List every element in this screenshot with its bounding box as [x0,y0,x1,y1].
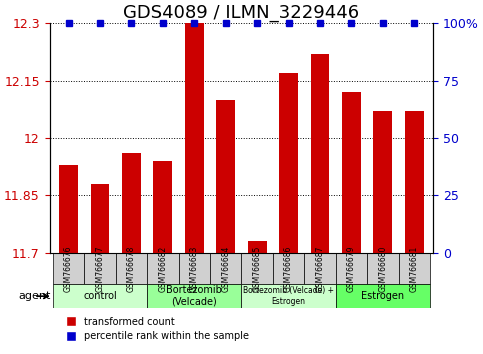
FancyBboxPatch shape [398,253,430,285]
Title: GDS4089 / ILMN_3229446: GDS4089 / ILMN_3229446 [123,4,359,22]
Text: Bortezomib (Velcade) +
Estrogen: Bortezomib (Velcade) + Estrogen [243,286,334,306]
Text: GSM766684: GSM766684 [221,245,230,292]
Bar [342,92,361,253]
Text: control: control [83,291,117,301]
FancyBboxPatch shape [242,253,273,285]
Text: GSM766687: GSM766687 [315,245,325,292]
Bar [122,153,141,253]
Text: agent: agent [18,291,50,301]
Text: Bortezomib
(Velcade): Bortezomib (Velcade) [166,285,222,307]
Text: GSM766680: GSM766680 [378,245,387,292]
Text: GSM766683: GSM766683 [190,245,199,292]
FancyBboxPatch shape [210,253,242,285]
FancyBboxPatch shape [53,285,147,308]
Text: GSM766677: GSM766677 [96,245,104,292]
Text: GSM766681: GSM766681 [410,246,419,292]
Bar [279,73,298,253]
Bar [216,100,235,253]
Bar [373,112,392,253]
Text: GSM766676: GSM766676 [64,245,73,292]
FancyBboxPatch shape [336,285,430,308]
Bar [248,241,267,253]
FancyBboxPatch shape [304,253,336,285]
Text: GSM766679: GSM766679 [347,245,356,292]
Text: GSM766678: GSM766678 [127,245,136,292]
FancyBboxPatch shape [367,253,398,285]
Text: Estrogen: Estrogen [361,291,404,301]
Text: GSM766685: GSM766685 [253,245,262,292]
Bar [405,112,424,253]
Bar [59,165,78,253]
FancyBboxPatch shape [147,285,242,308]
Text: GSM766682: GSM766682 [158,246,167,292]
Legend: transformed count, percentile rank within the sample: transformed count, percentile rank withi… [62,313,253,346]
Bar [185,23,204,253]
Bar [154,161,172,253]
Text: GSM766686: GSM766686 [284,245,293,292]
FancyBboxPatch shape [273,253,304,285]
FancyBboxPatch shape [84,253,115,285]
FancyBboxPatch shape [179,253,210,285]
FancyBboxPatch shape [336,253,367,285]
FancyBboxPatch shape [115,253,147,285]
FancyBboxPatch shape [242,285,336,308]
FancyBboxPatch shape [53,253,84,285]
Bar [311,54,329,253]
FancyBboxPatch shape [147,253,179,285]
Bar [90,184,109,253]
